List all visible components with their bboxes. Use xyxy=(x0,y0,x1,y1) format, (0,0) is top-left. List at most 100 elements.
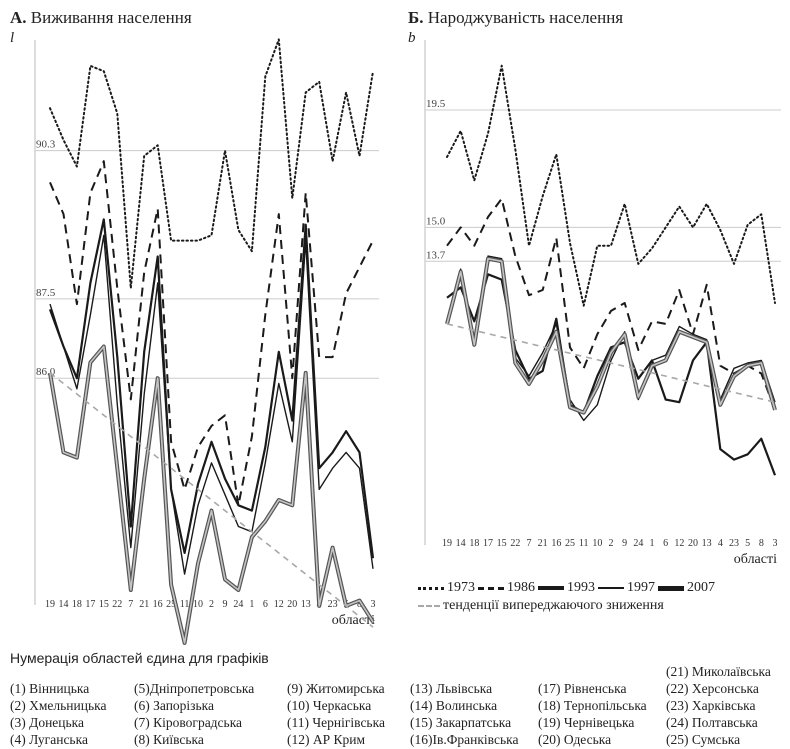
panel-a-title-text: Виживання населення xyxy=(30,8,192,27)
y-tick-label: 86.0 xyxy=(36,366,56,378)
panel-a-variable: l xyxy=(10,30,15,46)
region-item: (6) Запорізька xyxy=(134,698,215,713)
region-item: (23) Харківська xyxy=(666,698,756,713)
x-tick-label: 6 xyxy=(263,599,268,610)
y-tick-label: 19.5 xyxy=(426,98,446,110)
x-tick-label: 11 xyxy=(180,599,190,610)
x-tick-label: 3 xyxy=(773,538,778,549)
survival-chart: 86.087.590.319 14 18 17 15 22 7 21 16 25 11 10 2 9 24 1… xyxy=(34,38,379,645)
panel-b-title-text: Народжуваність населення xyxy=(427,8,624,27)
region-item: (20) Одеська xyxy=(538,732,612,747)
series-line-2007 xyxy=(445,256,777,415)
x-tick-label: 2 xyxy=(609,538,614,549)
x-tick-label: 12 xyxy=(274,599,284,610)
region-item: (8) Київська xyxy=(134,732,204,747)
legend-dotted-swatch xyxy=(418,586,444,590)
x-tick-label: 15 xyxy=(99,599,109,610)
x-tick-label: 18 xyxy=(72,599,82,610)
legend-trend-label: тенденції випереджаючого зниження xyxy=(443,598,664,613)
x-tick-label: 9 xyxy=(622,538,627,549)
panel-a-letter: А. xyxy=(10,8,27,27)
x-tick-label: 24 xyxy=(233,599,243,610)
x-tick-label: 12 xyxy=(674,538,684,549)
x-axis-title: області xyxy=(734,552,777,567)
series-line-trend xyxy=(446,323,776,403)
series-line-1997 xyxy=(49,234,374,575)
x-tick-label: 17 xyxy=(85,599,95,610)
y-tick-label: 87.5 xyxy=(36,287,56,299)
series-line-1986 xyxy=(49,160,374,507)
x-tick-label: 25 xyxy=(166,599,176,610)
x-tick-label: 14 xyxy=(58,599,68,610)
legend-dashed-swatch xyxy=(478,586,504,590)
x-tick-label: 15 xyxy=(497,538,507,549)
x-tick-label: 22 xyxy=(112,599,122,610)
x-axis-title: області xyxy=(332,613,375,628)
x-tick-label: 20 xyxy=(287,599,297,610)
region-item: (22) Херсонська xyxy=(666,681,759,696)
legend-solid-swatch xyxy=(598,587,624,589)
x-tick-label: 18 xyxy=(469,538,479,549)
series-line-1973 xyxy=(446,64,776,307)
x-tick-label: 23 xyxy=(729,538,739,549)
x-tick-label: 4 xyxy=(718,538,723,549)
numbering-title: Нумерація областей єдина для графіків xyxy=(10,650,269,666)
series-legend: 1973 1986 1993 1997 2007 xyxy=(415,580,715,596)
region-item: (5)Дніпропетровська xyxy=(134,681,255,696)
region-item: (16)Ів.Франківська xyxy=(410,732,519,747)
series-line-1993 xyxy=(48,218,375,559)
x-tick-label: 13 xyxy=(702,538,712,549)
legend-label-1986: 1986 xyxy=(507,580,535,595)
region-item: (12) АР Крим xyxy=(287,732,366,747)
x-tick-label: 11 xyxy=(579,538,589,549)
region-item: (17) Рівненська xyxy=(538,681,627,696)
x-tick-label: 14 xyxy=(456,538,466,549)
x-tick-label: 3 xyxy=(371,599,376,610)
x-tick-label: 13 xyxy=(301,599,311,610)
y-tick-label: 90.3 xyxy=(36,139,56,151)
x-tick-label: 23 xyxy=(328,599,338,610)
panel-b-variable: b xyxy=(408,30,416,46)
legend-label-2007: 2007 xyxy=(687,580,715,595)
legend-label-1993: 1993 xyxy=(567,580,595,595)
x-tick-label: 24 xyxy=(633,538,643,549)
legend-label-1973: 1973 xyxy=(447,580,475,595)
region-item: (3) Донецька xyxy=(10,715,85,730)
region-item: (25) Сумська xyxy=(666,732,741,747)
legend-thick-swatch xyxy=(538,586,564,590)
panel-b-title: Б. Народжуваність населення xyxy=(408,8,623,28)
region-item: (4) Луганська xyxy=(10,732,88,747)
x-tick-label: 7 xyxy=(527,538,532,549)
legend-trend-swatch xyxy=(418,605,440,607)
x-tick-label: 8 xyxy=(357,599,362,610)
series-line-2007 xyxy=(446,257,776,414)
x-tick-label: 25 xyxy=(565,538,575,549)
x-tick-label: 6 xyxy=(663,538,668,549)
x-tick-label: 20 xyxy=(688,538,698,549)
region-item: (19) Чернівецька xyxy=(538,715,635,730)
region-item: (21) Миколаївська xyxy=(666,664,771,679)
x-tick-label: 22 xyxy=(510,538,520,549)
x-tick-label: 21 xyxy=(139,599,149,610)
birth-rate-chart: 13.715.019.519 14 18 17 15 22 7 21 16 25 11 10 2 9 24 1… xyxy=(424,40,781,567)
y-tick-label: 13.7 xyxy=(426,249,446,261)
panel-a-title: А. Виживання населення xyxy=(10,8,192,28)
x-tick-label: 1 xyxy=(249,599,254,610)
legend-double-swatch xyxy=(658,585,684,591)
x-tick-label: 19 xyxy=(442,538,452,549)
region-item: (9) Житомирська xyxy=(287,681,385,696)
x-tick-label: 8 xyxy=(759,538,764,549)
x-tick-label: 19 xyxy=(45,599,55,610)
series-line-1973 xyxy=(49,38,374,290)
x-tick-label: 2 xyxy=(209,599,214,610)
region-item: (15) Закарпатська xyxy=(410,715,512,730)
legend-label-1997: 1997 xyxy=(627,580,655,595)
region-item: (10) Черкаська xyxy=(287,698,372,713)
x-tick-label: 9 xyxy=(222,599,227,610)
x-tick-label: 10 xyxy=(592,538,602,549)
x-tick-label: 16 xyxy=(551,538,561,549)
trend-legend: тенденції випереджаючого зниження xyxy=(415,598,664,614)
region-item: (24) Полтавська xyxy=(666,715,758,730)
x-tick-label: 1 xyxy=(650,538,655,549)
x-tick-label: 17 xyxy=(483,538,493,549)
